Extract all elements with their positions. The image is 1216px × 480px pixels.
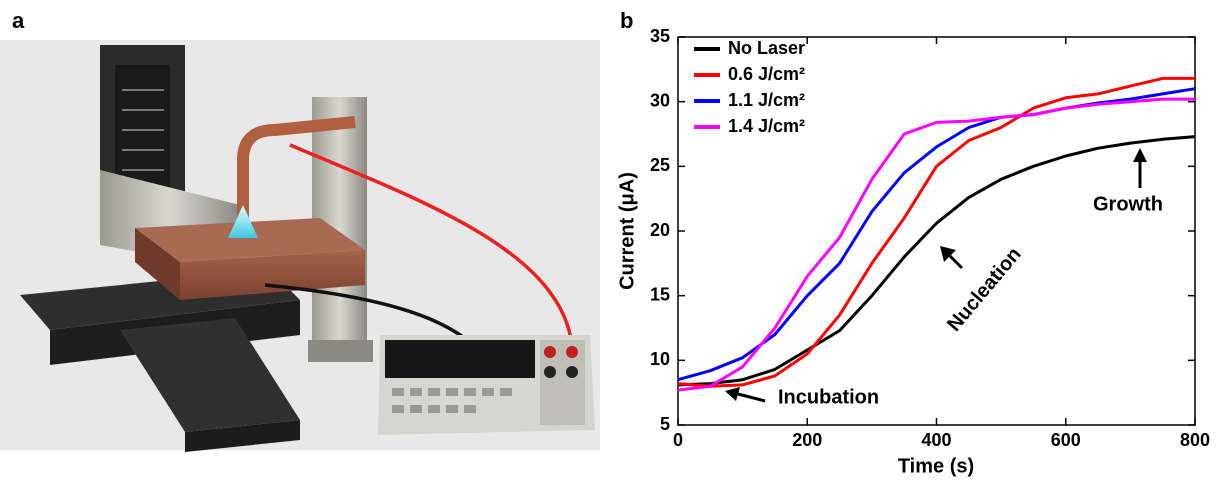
y-tick-label: 35: [650, 26, 670, 46]
y-tick-label: 25: [650, 155, 670, 175]
annotation: Incubation: [778, 386, 879, 408]
y-tick-label: 5: [660, 414, 670, 434]
x-tick-label: 200: [792, 430, 822, 450]
y-axis-title: Current (μA): [616, 172, 638, 290]
x-tick-label: 400: [921, 430, 951, 450]
legend-label: 0.6 J/cm²: [728, 64, 805, 84]
data-line: [677, 97, 1195, 392]
panel-label: a: [12, 8, 25, 33]
annotation-arrows: [725, 148, 1147, 403]
x-axis-title: Time (s): [898, 455, 974, 477]
apparatus-illustration: [0, 40, 600, 452]
y-tick-label: 15: [650, 284, 670, 304]
legend-label: 1.4 J/cm²: [728, 116, 805, 136]
y-tick-label: 20: [650, 220, 670, 240]
x-tick-label: 600: [1051, 430, 1081, 450]
annotation: Growth: [1093, 193, 1163, 215]
annotation: Nucleation: [943, 243, 1026, 335]
legend-label: No Laser: [728, 38, 805, 58]
panel-label: b: [620, 8, 633, 33]
data-line: [677, 76, 1195, 388]
y-tick-label: 30: [650, 90, 670, 110]
data-line: [677, 135, 1196, 387]
x-tick-label: 800: [1180, 430, 1210, 450]
x-tick-label: 0: [673, 430, 683, 450]
legend-label: 1.1 J/cm²: [728, 90, 805, 110]
y-tick-label: 10: [650, 349, 670, 369]
